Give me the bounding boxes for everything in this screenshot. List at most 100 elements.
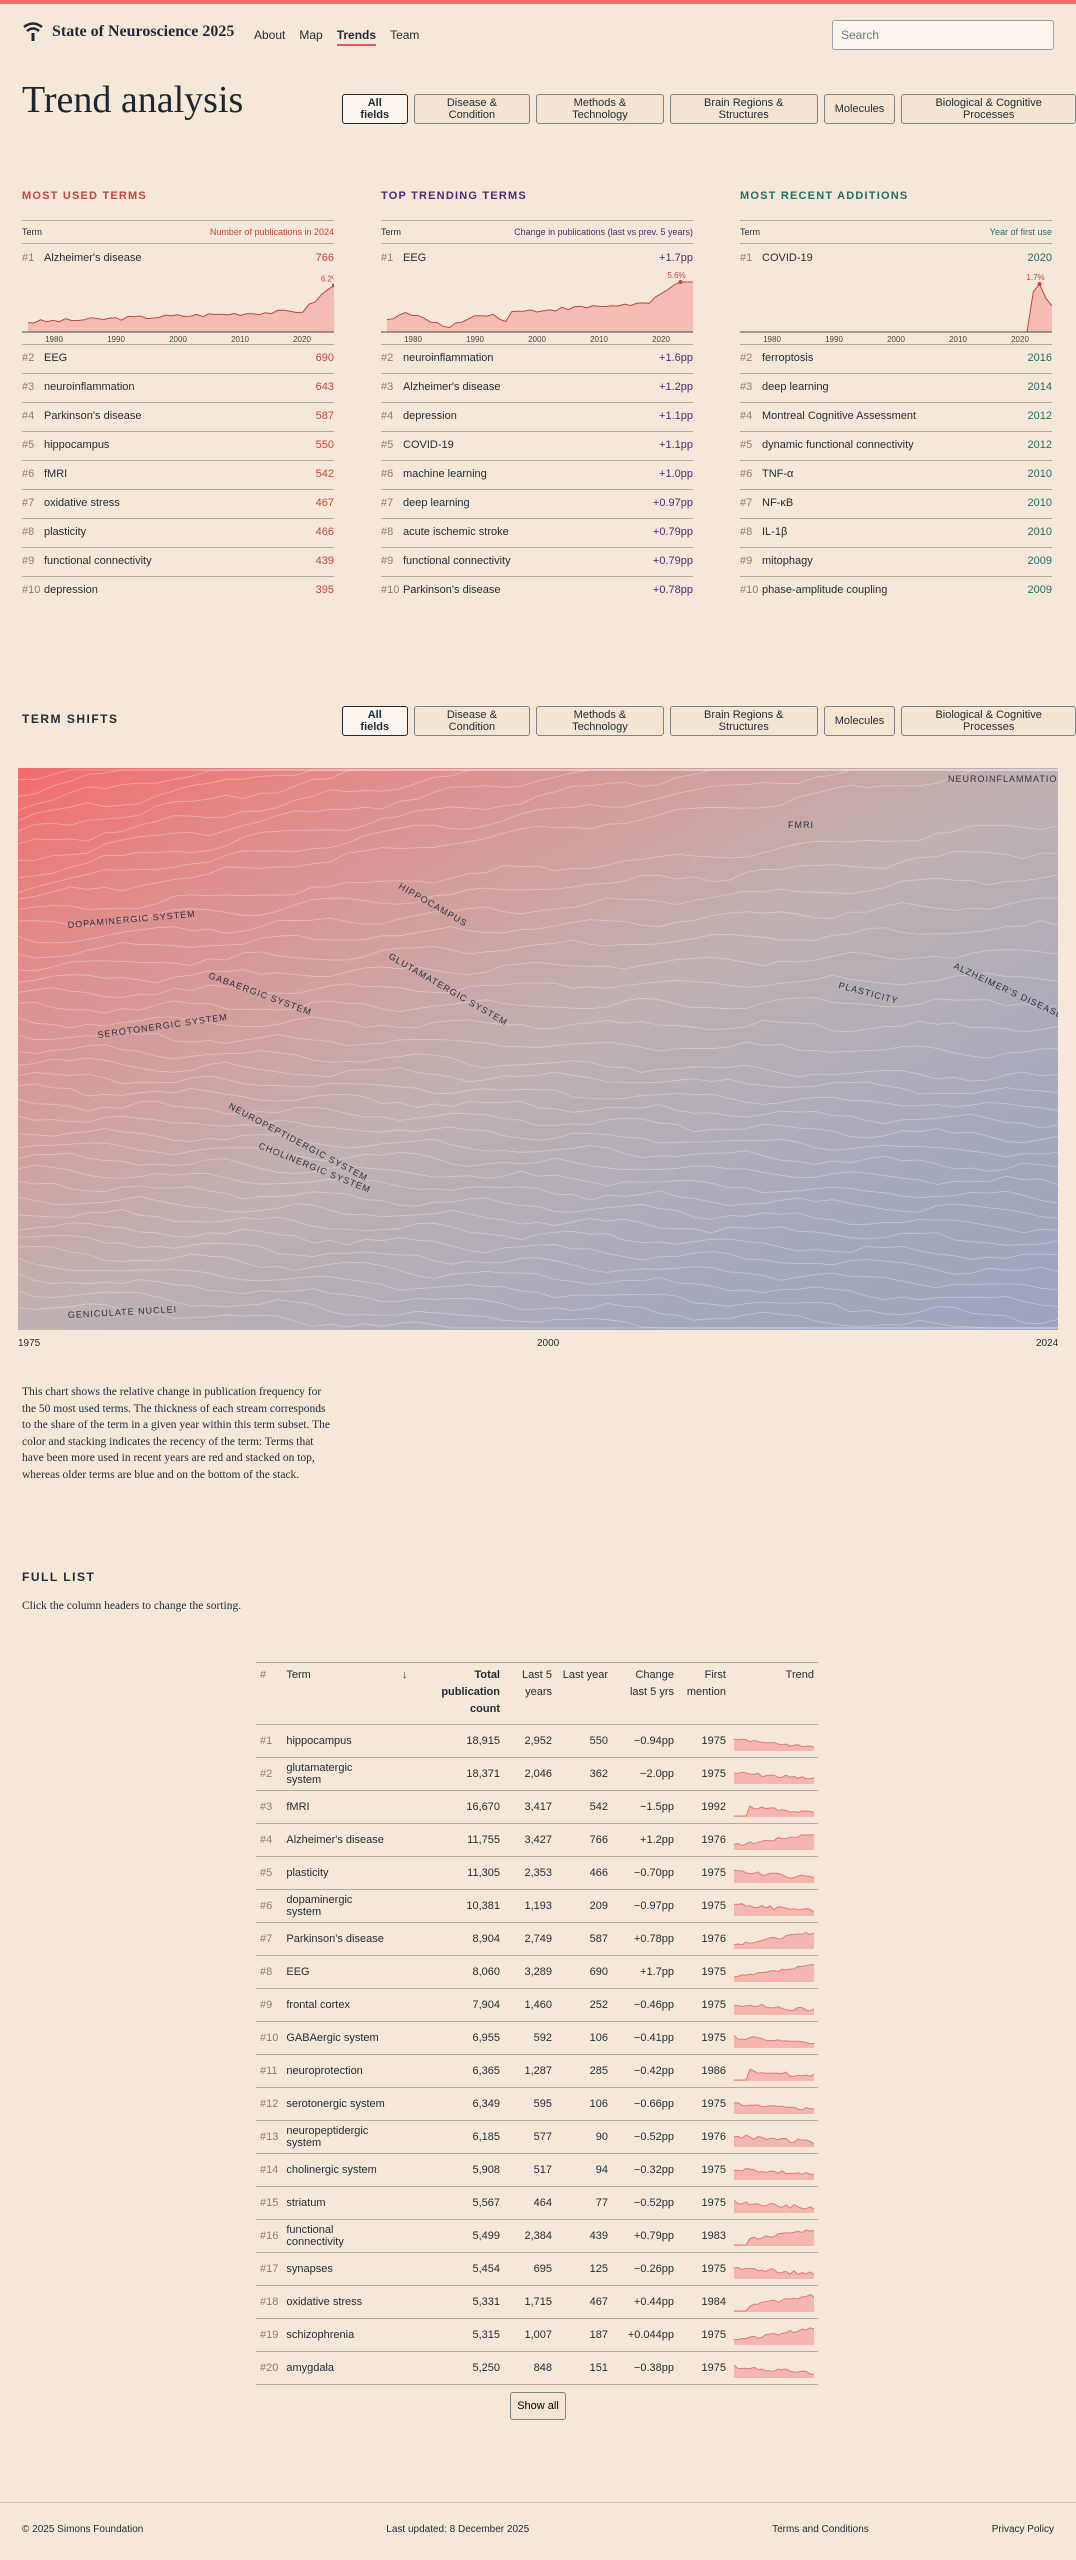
value: 766 — [315, 252, 334, 264]
cell-total: 5,250 — [392, 2351, 504, 2385]
table-row[interactable]: #9 frontal cortex 7,904 1,460 252 −0.46pp 1975 — [256, 1988, 818, 2022]
list-item[interactable]: #8 acute ischemic stroke +0.79pp — [381, 518, 693, 547]
table-row[interactable]: #8 EEG 8,060 3,289 690 +1.7pp 1975 — [256, 1955, 818, 1989]
table-row[interactable]: #10 GABAergic system 6,955 592 106 −0.41pp 197… — [256, 2021, 818, 2055]
filter-molecules[interactable]: Molecules — [823, 94, 896, 124]
list-item[interactable]: #8 IL-1β 2010 — [740, 518, 1052, 547]
table-row[interactable]: #12 serotonergic system 6,349 595 106 −0.66pp… — [256, 2087, 818, 2121]
list-item[interactable]: #5 COVID-19 +1.1pp — [381, 431, 693, 460]
top-item[interactable]: #1 EEG +1.7pp — [381, 244, 693, 270]
filter-methods[interactable]: Methods & Technology — [536, 94, 664, 124]
list-item[interactable]: #3 Alzheimer's disease +1.2pp — [381, 373, 693, 402]
header-total[interactable]: ↓ Total publication count — [392, 1662, 504, 1725]
table-row[interactable]: #16 functional connectivity 5,499 2,384 439 +… — [256, 2219, 818, 2253]
rank: #9 — [740, 555, 753, 567]
list-item[interactable]: #4 Parkinson's disease 587 — [22, 402, 334, 431]
show-all-button[interactable]: Show all — [510, 2392, 566, 2420]
terms-link[interactable]: Terms and Conditions — [772, 2524, 869, 2535]
filter-all-fields[interactable]: All fields — [342, 706, 408, 736]
stream-layer — [18, 769, 1058, 845]
list-item[interactable]: #10 phase-amplitude coupling 2009 — [740, 576, 1052, 605]
nav-about[interactable]: About — [254, 28, 286, 42]
table-row[interactable]: #7 Parkinson's disease 8,904 2,749 587 +0.78p… — [256, 1922, 818, 1956]
filter-molecules[interactable]: Molecules — [823, 706, 896, 736]
filter-disease[interactable]: Disease & Condition — [413, 94, 531, 124]
header-trend[interactable]: Trend — [730, 1662, 818, 1725]
table-row[interactable]: #19 schizophrenia 5,315 1,007 187 +0.044pp 197… — [256, 2318, 818, 2352]
term: Alzheimer's disease — [44, 252, 142, 264]
cell-trend — [730, 2153, 818, 2187]
list-item[interactable]: #2 neuroinflammation +1.6pp — [381, 344, 693, 373]
list-item[interactable]: #8 plasticity 466 — [22, 518, 334, 547]
table-row[interactable]: #11 neuroprotection 6,365 1,287 285 −0.42pp 19… — [256, 2054, 818, 2088]
spark-tick-label: 1980 — [45, 335, 63, 344]
search-input[interactable] — [832, 20, 1054, 50]
value: +1.1pp — [659, 410, 693, 422]
header-term[interactable]: Term — [282, 1662, 392, 1725]
filter-disease[interactable]: Disease & Condition — [413, 706, 531, 736]
table-row[interactable]: #15 striatum 5,567 464 77 −0.52pp 1975 — [256, 2186, 818, 2220]
spark-tick-label: 2000 — [169, 335, 187, 344]
header-rank[interactable]: # — [256, 1662, 283, 1725]
cell-rank: #5 — [256, 1856, 283, 1890]
filter-methods[interactable]: Methods & Technology — [536, 706, 664, 736]
list-item[interactable]: #4 depression +1.1pp — [381, 402, 693, 431]
header-first[interactable]: First mention — [678, 1662, 730, 1725]
list-item[interactable]: #9 functional connectivity 439 — [22, 547, 334, 576]
list-item[interactable]: #7 NF-κB 2010 — [740, 489, 1052, 518]
cell-trend — [730, 1988, 818, 2022]
filter-biological[interactable]: Biological & Cognitive Processes — [901, 706, 1076, 736]
list-item[interactable]: #9 functional connectivity +0.79pp — [381, 547, 693, 576]
table-row[interactable]: #3 fMRI 16,670 3,417 542 −1.5pp 1992 — [256, 1790, 818, 1824]
brand[interactable]: State of Neuroscience 2025 — [22, 22, 234, 42]
table-row[interactable]: #1 hippocampus 18,915 2,952 550 −0.94pp 1975 — [256, 1724, 818, 1758]
list-item[interactable]: #10 depression 395 — [22, 576, 334, 605]
table-row[interactable]: #13 neuropeptidergic system 6,185 577 90 −0.5… — [256, 2120, 818, 2154]
term: COVID-19 — [403, 439, 454, 451]
nav-map[interactable]: Map — [299, 28, 323, 42]
list-item[interactable]: #3 neuroinflammation 643 — [22, 373, 334, 402]
filter-brain-regions[interactable]: Brain Regions & Structures — [669, 706, 818, 736]
filter-brain-regions[interactable]: Brain Regions & Structures — [669, 94, 818, 124]
list-item[interactable]: #5 hippocampus 550 — [22, 431, 334, 460]
cell-first: 1976 — [678, 1823, 730, 1857]
list-item[interactable]: #2 ferroptosis 2016 — [740, 344, 1052, 373]
top-item[interactable]: #1 Alzheimer's disease 766 — [22, 244, 334, 270]
cell-trend — [730, 2120, 818, 2154]
list-item[interactable]: #6 machine learning +1.0pp — [381, 460, 693, 489]
list-item[interactable]: #6 fMRI 542 — [22, 460, 334, 489]
header-lastyear[interactable]: Last year — [556, 1662, 612, 1725]
list-item[interactable]: #5 dynamic functional connectivity 2012 — [740, 431, 1052, 460]
list-item[interactable]: #7 oxidative stress 467 — [22, 489, 334, 518]
table-row[interactable]: #4 Alzheimer's disease 11,755 3,427 766 +1.2p… — [256, 1823, 818, 1857]
list-item[interactable]: #4 Montreal Cognitive Assessment 2012 — [740, 402, 1052, 431]
table-row[interactable]: #20 amygdala 5,250 848 151 −0.38pp 1975 — [256, 2351, 818, 2385]
nav-trends[interactable]: Trends — [336, 28, 377, 46]
table-row[interactable]: #17 synapses 5,454 695 125 −0.26pp 1975 — [256, 2252, 818, 2286]
col-value-label: Year of first use — [989, 227, 1052, 237]
stream-layer — [18, 997, 1058, 1014]
list-item[interactable]: #3 deep learning 2014 — [740, 373, 1052, 402]
filter-all-fields[interactable]: All fields — [342, 94, 408, 124]
stream-layer — [18, 1115, 1058, 1158]
table-row[interactable]: #6 dopaminergic system 10,381 1,193 209 −0.97… — [256, 1889, 818, 1923]
table-row[interactable]: #5 plasticity 11,305 2,353 466 −0.70pp 1975 — [256, 1856, 818, 1890]
list-item[interactable]: #2 EEG 690 — [22, 344, 334, 373]
header-change[interactable]: Change last 5 yrs — [612, 1662, 678, 1725]
streamgraph[interactable]: NEUROINFLAMMATIONFMRIHIPPOCAMPUSDOPAMINE… — [18, 768, 1058, 1330]
list-item[interactable]: #10 Parkinson's disease +0.78pp — [381, 576, 693, 605]
cell-change: −0.38pp — [612, 2351, 678, 2385]
list-item[interactable]: #6 TNF-α 2010 — [740, 460, 1052, 489]
rank: #6 — [22, 468, 35, 480]
sparkline-area — [28, 285, 334, 332]
list-item[interactable]: #7 deep learning +0.97pp — [381, 489, 693, 518]
list-item[interactable]: #9 mitophagy 2009 — [740, 547, 1052, 576]
top-item[interactable]: #1 COVID-19 2020 — [740, 244, 1052, 270]
filter-biological[interactable]: Biological & Cognitive Processes — [901, 94, 1076, 124]
table-row[interactable]: #2 glutamatergic system 18,371 2,046 362 −2.0… — [256, 1757, 818, 1791]
table-row[interactable]: #14 cholinergic system 5,908 517 94 −0.32pp 19… — [256, 2153, 818, 2187]
privacy-link[interactable]: Privacy Policy — [991, 2524, 1054, 2535]
table-row[interactable]: #18 oxidative stress 5,331 1,715 467 +0.44pp 1… — [256, 2285, 818, 2319]
nav-team[interactable]: Team — [390, 28, 420, 42]
header-last5[interactable]: Last 5 years — [504, 1662, 556, 1725]
